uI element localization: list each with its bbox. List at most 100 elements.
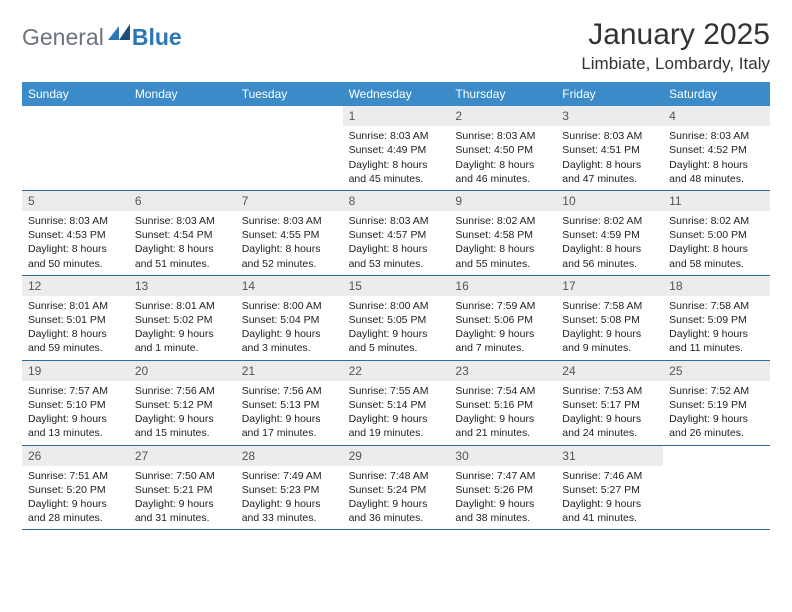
day-cell: 22Sunrise: 7:55 AMSunset: 5:14 PMDayligh… <box>343 361 450 445</box>
sunset-line: Sunset: 5:05 PM <box>349 313 444 327</box>
daylight-line: Daylight: 9 hours and 36 minutes. <box>349 497 444 525</box>
sunrise-line: Sunrise: 7:53 AM <box>562 384 657 398</box>
sunrise-line: Sunrise: 8:02 AM <box>455 214 550 228</box>
sunset-line: Sunset: 4:55 PM <box>242 228 337 242</box>
sunrise-line: Sunrise: 7:54 AM <box>455 384 550 398</box>
daylight-line: Daylight: 9 hours and 31 minutes. <box>135 497 230 525</box>
sunset-line: Sunset: 5:23 PM <box>242 483 337 497</box>
day-cell: 24Sunrise: 7:53 AMSunset: 5:17 PMDayligh… <box>556 361 663 445</box>
day-number: 15 <box>343 276 450 296</box>
sunset-line: Sunset: 5:00 PM <box>669 228 764 242</box>
day-number: 7 <box>236 191 343 211</box>
day-content: Sunrise: 8:02 AMSunset: 4:58 PMDaylight:… <box>449 211 556 275</box>
day-content: Sunrise: 8:03 AMSunset: 4:55 PMDaylight:… <box>236 211 343 275</box>
sunrise-line: Sunrise: 8:03 AM <box>242 214 337 228</box>
weeks-container: 1Sunrise: 8:03 AMSunset: 4:49 PMDaylight… <box>22 106 770 530</box>
sunset-line: Sunset: 4:59 PM <box>562 228 657 242</box>
sunset-line: Sunset: 4:49 PM <box>349 143 444 157</box>
day-content: Sunrise: 7:53 AMSunset: 5:17 PMDaylight:… <box>556 381 663 445</box>
day-content: Sunrise: 8:03 AMSunset: 4:49 PMDaylight:… <box>343 126 450 190</box>
day-content: Sunrise: 7:48 AMSunset: 5:24 PMDaylight:… <box>343 466 450 530</box>
sunrise-line: Sunrise: 7:50 AM <box>135 469 230 483</box>
weekday-header: Wednesday <box>343 82 450 106</box>
day-cell: 27Sunrise: 7:50 AMSunset: 5:21 PMDayligh… <box>129 446 236 530</box>
sunset-line: Sunset: 5:01 PM <box>28 313 123 327</box>
weekday-header: Thursday <box>449 82 556 106</box>
daylight-line: Daylight: 9 hours and 19 minutes. <box>349 412 444 440</box>
sunrise-line: Sunrise: 8:03 AM <box>669 129 764 143</box>
sunrise-line: Sunrise: 7:58 AM <box>669 299 764 313</box>
day-content: Sunrise: 8:01 AMSunset: 5:02 PMDaylight:… <box>129 296 236 360</box>
day-cell: 7Sunrise: 8:03 AMSunset: 4:55 PMDaylight… <box>236 191 343 275</box>
empty-day-cell <box>236 106 343 190</box>
day-cell: 29Sunrise: 7:48 AMSunset: 5:24 PMDayligh… <box>343 446 450 530</box>
day-number: 20 <box>129 361 236 381</box>
empty-day-cell <box>663 446 770 530</box>
day-number: 3 <box>556 106 663 126</box>
empty-day-cell <box>129 106 236 190</box>
day-number: 27 <box>129 446 236 466</box>
daylight-line: Daylight: 9 hours and 5 minutes. <box>349 327 444 355</box>
sunset-line: Sunset: 5:12 PM <box>135 398 230 412</box>
sunrise-line: Sunrise: 8:03 AM <box>349 129 444 143</box>
day-content: Sunrise: 7:52 AMSunset: 5:19 PMDaylight:… <box>663 381 770 445</box>
daylight-line: Daylight: 9 hours and 15 minutes. <box>135 412 230 440</box>
day-number: 16 <box>449 276 556 296</box>
day-content: Sunrise: 7:58 AMSunset: 5:09 PMDaylight:… <box>663 296 770 360</box>
day-content: Sunrise: 8:03 AMSunset: 4:53 PMDaylight:… <box>22 211 129 275</box>
day-cell: 12Sunrise: 8:01 AMSunset: 5:01 PMDayligh… <box>22 276 129 360</box>
sunrise-line: Sunrise: 8:02 AM <box>562 214 657 228</box>
daylight-line: Daylight: 8 hours and 51 minutes. <box>135 242 230 270</box>
day-cell: 30Sunrise: 7:47 AMSunset: 5:26 PMDayligh… <box>449 446 556 530</box>
day-number: 6 <box>129 191 236 211</box>
sunrise-line: Sunrise: 8:03 AM <box>455 129 550 143</box>
weekday-header: Monday <box>129 82 236 106</box>
daylight-line: Daylight: 8 hours and 48 minutes. <box>669 158 764 186</box>
sunrise-line: Sunrise: 8:03 AM <box>135 214 230 228</box>
day-cell: 25Sunrise: 7:52 AMSunset: 5:19 PMDayligh… <box>663 361 770 445</box>
daylight-line: Daylight: 8 hours and 55 minutes. <box>455 242 550 270</box>
day-cell: 8Sunrise: 8:03 AMSunset: 4:57 PMDaylight… <box>343 191 450 275</box>
sunrise-line: Sunrise: 8:01 AM <box>28 299 123 313</box>
day-content: Sunrise: 7:50 AMSunset: 5:21 PMDaylight:… <box>129 466 236 530</box>
day-cell: 21Sunrise: 7:56 AMSunset: 5:13 PMDayligh… <box>236 361 343 445</box>
week-row: 12Sunrise: 8:01 AMSunset: 5:01 PMDayligh… <box>22 276 770 361</box>
day-number: 9 <box>449 191 556 211</box>
week-row: 19Sunrise: 7:57 AMSunset: 5:10 PMDayligh… <box>22 361 770 446</box>
day-number: 29 <box>343 446 450 466</box>
sunset-line: Sunset: 5:17 PM <box>562 398 657 412</box>
day-cell: 1Sunrise: 8:03 AMSunset: 4:49 PMDaylight… <box>343 106 450 190</box>
daylight-line: Daylight: 8 hours and 46 minutes. <box>455 158 550 186</box>
daylight-line: Daylight: 9 hours and 9 minutes. <box>562 327 657 355</box>
sunset-line: Sunset: 4:53 PM <box>28 228 123 242</box>
sunset-line: Sunset: 4:58 PM <box>455 228 550 242</box>
sunset-line: Sunset: 4:54 PM <box>135 228 230 242</box>
day-content: Sunrise: 8:03 AMSunset: 4:57 PMDaylight:… <box>343 211 450 275</box>
sunrise-line: Sunrise: 7:46 AM <box>562 469 657 483</box>
sunrise-line: Sunrise: 8:03 AM <box>349 214 444 228</box>
day-number: 13 <box>129 276 236 296</box>
daylight-line: Daylight: 9 hours and 13 minutes. <box>28 412 123 440</box>
day-cell: 10Sunrise: 8:02 AMSunset: 4:59 PMDayligh… <box>556 191 663 275</box>
daylight-line: Daylight: 9 hours and 33 minutes. <box>242 497 337 525</box>
day-content: Sunrise: 8:03 AMSunset: 4:54 PMDaylight:… <box>129 211 236 275</box>
week-row: 26Sunrise: 7:51 AMSunset: 5:20 PMDayligh… <box>22 446 770 531</box>
daylight-line: Daylight: 9 hours and 28 minutes. <box>28 497 123 525</box>
day-cell: 9Sunrise: 8:02 AMSunset: 4:58 PMDaylight… <box>449 191 556 275</box>
day-cell: 16Sunrise: 7:59 AMSunset: 5:06 PMDayligh… <box>449 276 556 360</box>
day-content: Sunrise: 8:03 AMSunset: 4:51 PMDaylight:… <box>556 126 663 190</box>
weekday-header-row: SundayMondayTuesdayWednesdayThursdayFrid… <box>22 82 770 106</box>
day-number: 23 <box>449 361 556 381</box>
day-cell: 14Sunrise: 8:00 AMSunset: 5:04 PMDayligh… <box>236 276 343 360</box>
weekday-header: Tuesday <box>236 82 343 106</box>
day-number: 14 <box>236 276 343 296</box>
day-cell: 15Sunrise: 8:00 AMSunset: 5:05 PMDayligh… <box>343 276 450 360</box>
sunrise-line: Sunrise: 7:51 AM <box>28 469 123 483</box>
day-number: 18 <box>663 276 770 296</box>
day-cell: 19Sunrise: 7:57 AMSunset: 5:10 PMDayligh… <box>22 361 129 445</box>
day-content: Sunrise: 8:03 AMSunset: 4:52 PMDaylight:… <box>663 126 770 190</box>
sunset-line: Sunset: 4:51 PM <box>562 143 657 157</box>
day-number: 30 <box>449 446 556 466</box>
daylight-line: Daylight: 9 hours and 38 minutes. <box>455 497 550 525</box>
title-block: January 2025 Limbiate, Lombardy, Italy <box>581 18 770 74</box>
